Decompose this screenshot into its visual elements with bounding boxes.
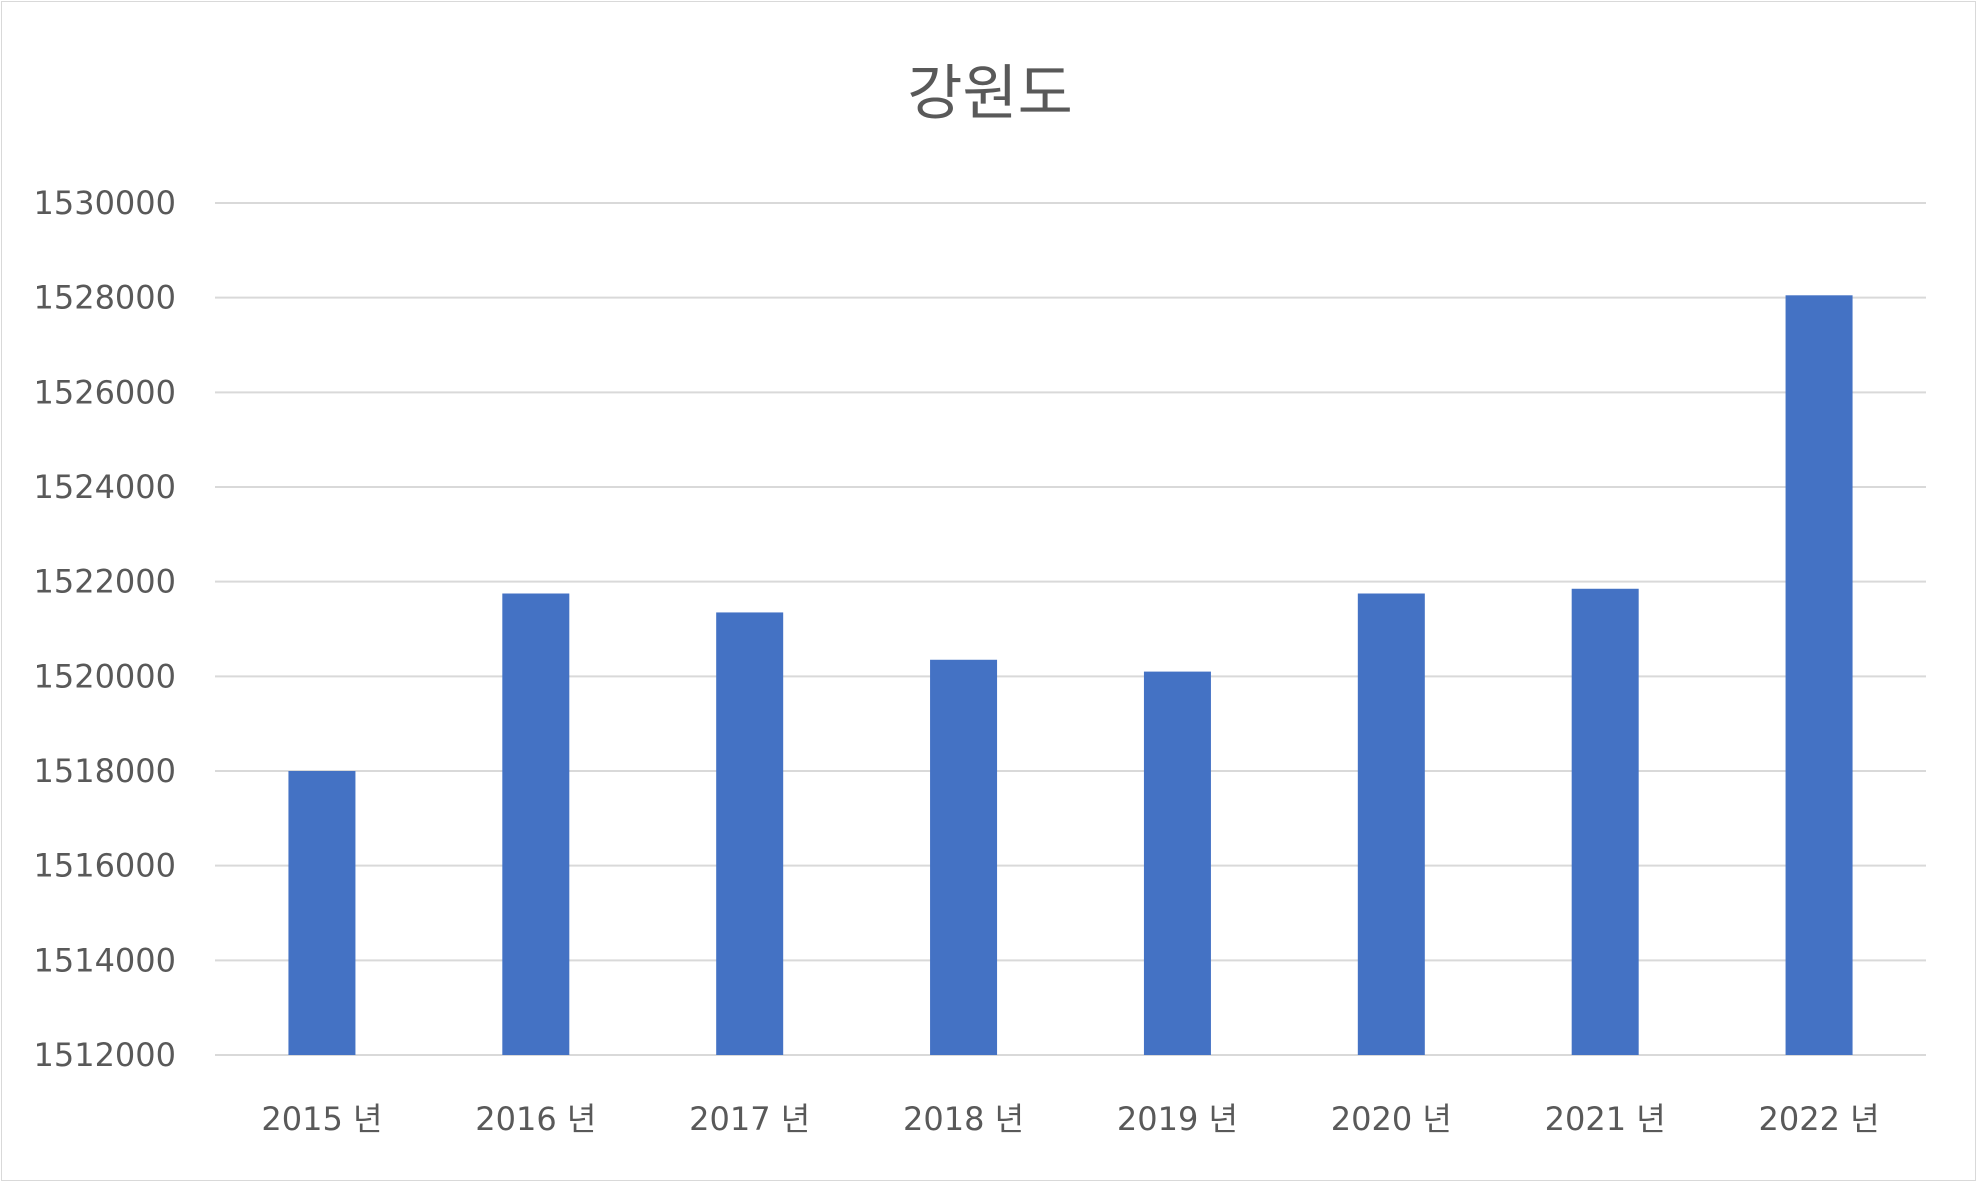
bar-2020-년 bbox=[1357, 593, 1425, 1055]
bar-2018-년 bbox=[930, 659, 998, 1055]
x-tick-label: 2019 년 bbox=[1117, 1100, 1238, 1138]
x-axis-ticks: 2015 년 2016 년 2017 년 2018 년 2019 년 2020 년 2021… bbox=[261, 1100, 1879, 1138]
x-tick-label: 2020 년 bbox=[1331, 1100, 1452, 1138]
y-tick-label: 1528000 bbox=[33, 279, 176, 317]
bar-2015-년 bbox=[288, 771, 356, 1055]
bar-2022-년 bbox=[1785, 295, 1853, 1055]
chart-title: 강원도 bbox=[907, 59, 1073, 129]
x-tick-label: 2015 년 bbox=[261, 1100, 382, 1138]
bars bbox=[288, 295, 1853, 1055]
y-tick-label: 1522000 bbox=[33, 563, 176, 601]
y-tick-label: 1526000 bbox=[33, 373, 176, 411]
x-tick-label: 2016 년 bbox=[475, 1100, 596, 1138]
y-tick-label: 1530000 bbox=[33, 184, 176, 222]
y-tick-label: 1514000 bbox=[33, 941, 176, 979]
bar-2019-년 bbox=[1143, 671, 1211, 1055]
gridlines bbox=[215, 202, 1926, 1056]
y-tick-label: 1516000 bbox=[33, 847, 176, 885]
bar-2017-년 bbox=[716, 612, 784, 1055]
x-tick-label: 2021 년 bbox=[1545, 1100, 1666, 1138]
y-axis-ticks: 1512000 1514000 1516000 1518000 1520000 15220… bbox=[33, 184, 176, 1074]
x-tick-label: 2022 년 bbox=[1759, 1100, 1880, 1138]
x-tick-label: 2018 년 bbox=[903, 1100, 1024, 1138]
y-tick-label: 1512000 bbox=[33, 1036, 176, 1074]
y-tick-label: 1520000 bbox=[33, 657, 176, 695]
bar-2016-년 bbox=[502, 593, 570, 1055]
bar-2021-년 bbox=[1571, 588, 1639, 1055]
y-tick-label: 1518000 bbox=[33, 752, 176, 790]
y-tick-label: 1524000 bbox=[33, 468, 176, 506]
x-tick-label: 2017 년 bbox=[689, 1100, 810, 1138]
